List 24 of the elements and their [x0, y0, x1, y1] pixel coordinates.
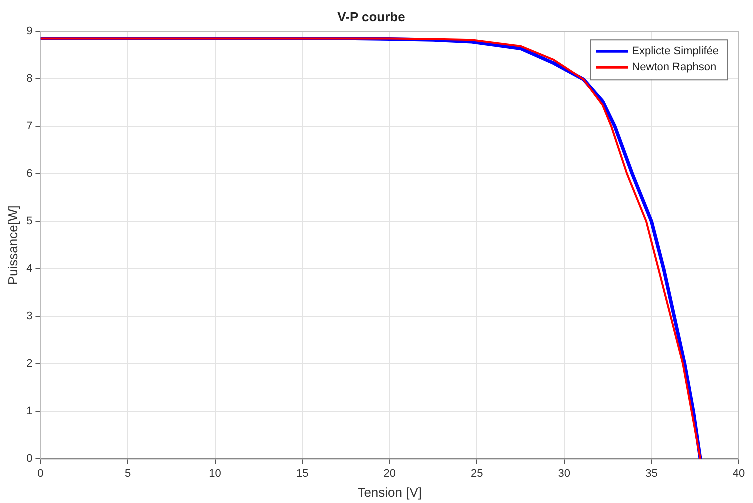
- chart-title: V-P courbe: [338, 9, 406, 24]
- x-tick-label: 5: [124, 468, 132, 480]
- y-tick-label: 1: [26, 406, 33, 418]
- x-tick-label: 20: [384, 468, 396, 480]
- y-tick-label: 4: [26, 263, 33, 276]
- y-tick-label: 9: [26, 26, 33, 38]
- x-tick-label: 35: [646, 468, 658, 480]
- y-tick-label: 7: [26, 120, 33, 133]
- legend-label: Newton Raphson: [632, 62, 717, 74]
- x-tick-label: 10: [209, 468, 222, 480]
- y-tick-label: 0: [26, 453, 33, 466]
- y-tick-label: 5: [26, 216, 33, 228]
- y-tick-label: 2: [26, 358, 33, 370]
- x-tick-label: 30: [558, 468, 571, 480]
- x-tick-label: 0: [38, 468, 44, 480]
- legend-label: Explicte Simplifée: [632, 46, 720, 58]
- x-tick-label: 25: [471, 468, 484, 480]
- y-tick-label: 3: [26, 310, 33, 323]
- y-axis-title: Puissance[W]: [5, 206, 20, 286]
- y-tick-label: 6: [26, 168, 33, 180]
- x-tick-label: 15: [296, 468, 309, 480]
- x-axis-title: Tension [V]: [358, 484, 422, 500]
- y-tick-label: 8: [26, 73, 33, 86]
- x-tick-label: 40: [732, 468, 746, 480]
